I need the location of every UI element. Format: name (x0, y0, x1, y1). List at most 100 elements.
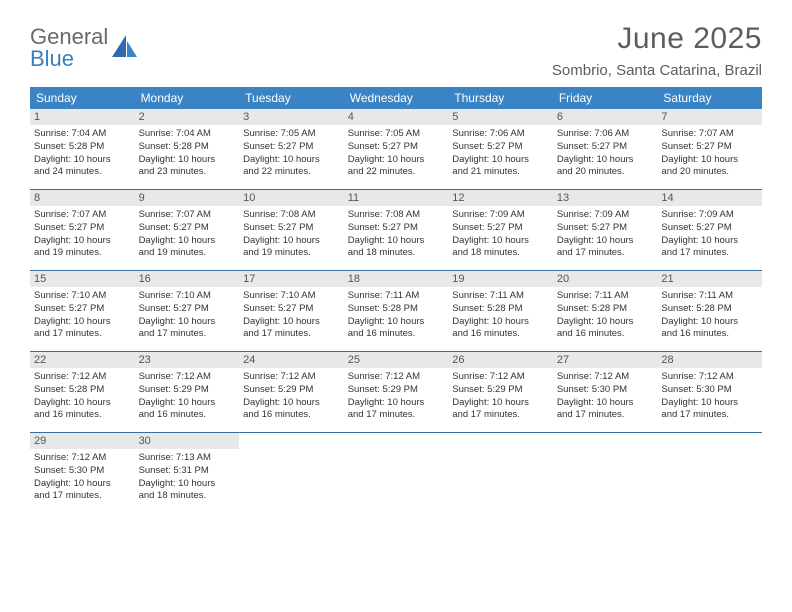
day-number: 3 (239, 109, 344, 125)
sunset-text: Sunset: 5:28 PM (452, 303, 549, 316)
day-number: 22 (30, 352, 135, 368)
sunset-text: Sunset: 5:27 PM (243, 222, 340, 235)
day-cell: 25Sunrise: 7:12 AMSunset: 5:29 PMDayligh… (344, 352, 449, 432)
daylight-text: and 19 minutes. (139, 247, 236, 260)
day-cell: 13Sunrise: 7:09 AMSunset: 5:27 PMDayligh… (553, 190, 658, 270)
day-number: 26 (448, 352, 553, 368)
daylight-text: Daylight: 10 hours (139, 478, 236, 491)
daylight-text: and 19 minutes. (34, 247, 131, 260)
logo-text-block: General Blue (30, 26, 108, 70)
daylight-text: Daylight: 10 hours (139, 154, 236, 167)
sunset-text: Sunset: 5:27 PM (661, 222, 758, 235)
day-number: 2 (135, 109, 240, 125)
day-number: 29 (30, 433, 135, 449)
day-cell: 3Sunrise: 7:05 AMSunset: 5:27 PMDaylight… (239, 109, 344, 189)
day-cell: 23Sunrise: 7:12 AMSunset: 5:29 PMDayligh… (135, 352, 240, 432)
week-row: 15Sunrise: 7:10 AMSunset: 5:27 PMDayligh… (30, 271, 762, 352)
day-cell: 21Sunrise: 7:11 AMSunset: 5:28 PMDayligh… (657, 271, 762, 351)
day-number: 27 (553, 352, 658, 368)
sunset-text: Sunset: 5:27 PM (557, 141, 654, 154)
sunrise-text: Sunrise: 7:08 AM (348, 209, 445, 222)
day-cell: 9Sunrise: 7:07 AMSunset: 5:27 PMDaylight… (135, 190, 240, 270)
day-cell: 27Sunrise: 7:12 AMSunset: 5:30 PMDayligh… (553, 352, 658, 432)
logo-line2: Blue (30, 48, 108, 70)
daylight-text: Daylight: 10 hours (661, 154, 758, 167)
logo: General Blue (30, 26, 138, 70)
logo-sail-icon (112, 35, 138, 64)
daylight-text: Daylight: 10 hours (557, 154, 654, 167)
day-cell: 22Sunrise: 7:12 AMSunset: 5:28 PMDayligh… (30, 352, 135, 432)
day-cell (553, 433, 658, 513)
day-cell: 17Sunrise: 7:10 AMSunset: 5:27 PMDayligh… (239, 271, 344, 351)
daylight-text: and 17 minutes. (34, 328, 131, 341)
sunset-text: Sunset: 5:27 PM (139, 222, 236, 235)
day-cell: 19Sunrise: 7:11 AMSunset: 5:28 PMDayligh… (448, 271, 553, 351)
day-cell: 16Sunrise: 7:10 AMSunset: 5:27 PMDayligh… (135, 271, 240, 351)
daylight-text: Daylight: 10 hours (661, 316, 758, 329)
day-number: 6 (553, 109, 658, 125)
day-cell (239, 433, 344, 513)
day-number: 8 (30, 190, 135, 206)
daylight-text: Daylight: 10 hours (34, 235, 131, 248)
day-cell: 12Sunrise: 7:09 AMSunset: 5:27 PMDayligh… (448, 190, 553, 270)
sunset-text: Sunset: 5:27 PM (139, 303, 236, 316)
day-cell: 29Sunrise: 7:12 AMSunset: 5:30 PMDayligh… (30, 433, 135, 513)
sunrise-text: Sunrise: 7:12 AM (557, 371, 654, 384)
sunrise-text: Sunrise: 7:12 AM (348, 371, 445, 384)
day-cell (448, 433, 553, 513)
day-number: 10 (239, 190, 344, 206)
day-number: 16 (135, 271, 240, 287)
daylight-text: Daylight: 10 hours (139, 397, 236, 410)
sunrise-text: Sunrise: 7:05 AM (243, 128, 340, 141)
sunrise-text: Sunrise: 7:11 AM (557, 290, 654, 303)
day-cell: 18Sunrise: 7:11 AMSunset: 5:28 PMDayligh… (344, 271, 449, 351)
daylight-text: Daylight: 10 hours (557, 397, 654, 410)
daylight-text: and 17 minutes. (139, 328, 236, 341)
sunrise-text: Sunrise: 7:13 AM (139, 452, 236, 465)
sunset-text: Sunset: 5:27 PM (452, 141, 549, 154)
day-cell (344, 433, 449, 513)
sunrise-text: Sunrise: 7:08 AM (243, 209, 340, 222)
day-number: 24 (239, 352, 344, 368)
day-cell: 1Sunrise: 7:04 AMSunset: 5:28 PMDaylight… (30, 109, 135, 189)
day-cell: 26Sunrise: 7:12 AMSunset: 5:29 PMDayligh… (448, 352, 553, 432)
day-number: 25 (344, 352, 449, 368)
daylight-text: Daylight: 10 hours (452, 316, 549, 329)
daylight-text: Daylight: 10 hours (34, 478, 131, 491)
sunset-text: Sunset: 5:27 PM (348, 222, 445, 235)
daylight-text: Daylight: 10 hours (243, 316, 340, 329)
day-cell: 6Sunrise: 7:06 AMSunset: 5:27 PMDaylight… (553, 109, 658, 189)
page-header: General Blue June 2025 Sombrio, Santa Ca… (30, 22, 762, 79)
day-cell: 4Sunrise: 7:05 AMSunset: 5:27 PMDaylight… (344, 109, 449, 189)
daylight-text: and 16 minutes. (243, 409, 340, 422)
sunset-text: Sunset: 5:28 PM (34, 384, 131, 397)
daylight-text: Daylight: 10 hours (34, 316, 131, 329)
sunrise-text: Sunrise: 7:07 AM (139, 209, 236, 222)
sunrise-text: Sunrise: 7:12 AM (661, 371, 758, 384)
sunset-text: Sunset: 5:27 PM (243, 141, 340, 154)
calendar-page: General Blue June 2025 Sombrio, Santa Ca… (0, 0, 792, 523)
daylight-text: Daylight: 10 hours (557, 316, 654, 329)
daylight-text: Daylight: 10 hours (34, 397, 131, 410)
sunrise-text: Sunrise: 7:11 AM (452, 290, 549, 303)
day-number: 30 (135, 433, 240, 449)
daylight-text: and 17 minutes. (348, 409, 445, 422)
weekday-monday: Monday (135, 87, 240, 109)
day-number: 14 (657, 190, 762, 206)
sunrise-text: Sunrise: 7:10 AM (34, 290, 131, 303)
day-cell: 11Sunrise: 7:08 AMSunset: 5:27 PMDayligh… (344, 190, 449, 270)
day-number: 1 (30, 109, 135, 125)
daylight-text: Daylight: 10 hours (243, 235, 340, 248)
daylight-text: and 17 minutes. (557, 409, 654, 422)
daylight-text: Daylight: 10 hours (139, 235, 236, 248)
daylight-text: and 17 minutes. (557, 247, 654, 260)
day-cell: 20Sunrise: 7:11 AMSunset: 5:28 PMDayligh… (553, 271, 658, 351)
weekday-sunday: Sunday (30, 87, 135, 109)
daylight-text: and 17 minutes. (452, 409, 549, 422)
week-row: 8Sunrise: 7:07 AMSunset: 5:27 PMDaylight… (30, 190, 762, 271)
daylight-text: and 17 minutes. (661, 247, 758, 260)
daylight-text: and 17 minutes. (243, 328, 340, 341)
daylight-text: Daylight: 10 hours (34, 154, 131, 167)
daylight-text: and 16 minutes. (557, 328, 654, 341)
daylight-text: and 16 minutes. (139, 409, 236, 422)
